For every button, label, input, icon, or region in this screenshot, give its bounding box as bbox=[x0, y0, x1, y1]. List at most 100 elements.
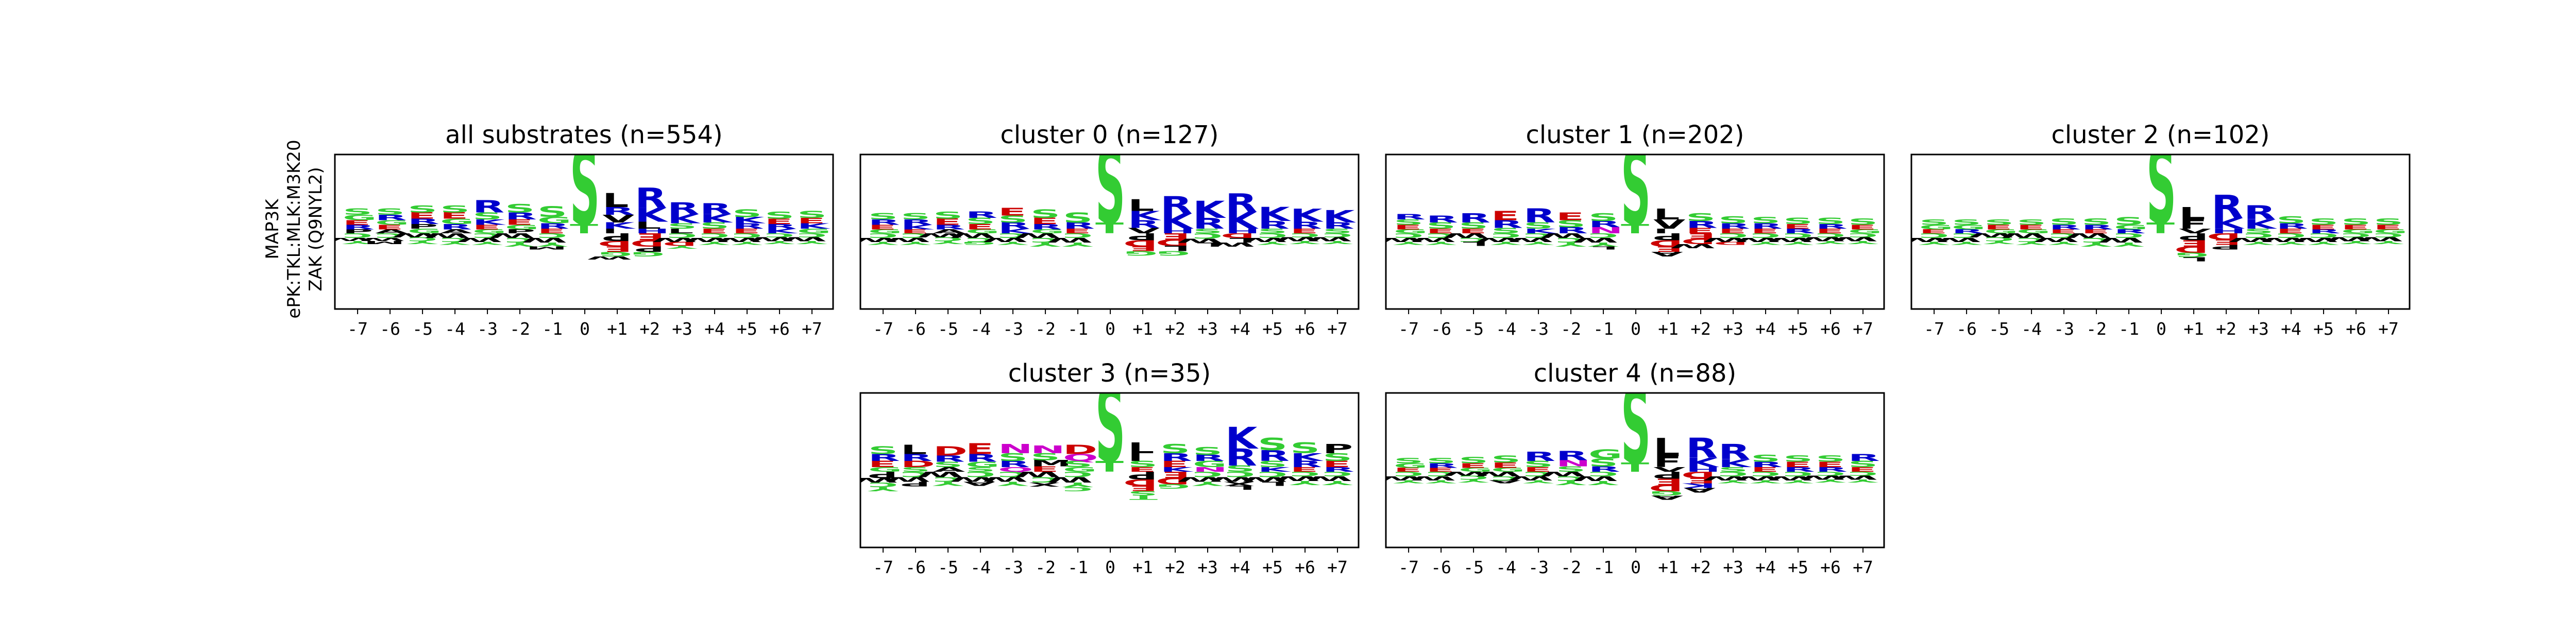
logo-letter-W: W bbox=[1832, 236, 1878, 242]
x-tick-label: +6 bbox=[1295, 557, 1315, 577]
logo-letter-R: R bbox=[343, 224, 375, 231]
logo-letter-R: R bbox=[1426, 462, 1458, 469]
x-tick-label: +3 bbox=[1197, 319, 1218, 339]
x-tick-label: +7 bbox=[1327, 319, 1348, 339]
logo-letter-Y: Y bbox=[2276, 241, 2307, 245]
logo-letter-Y: Y bbox=[2113, 241, 2145, 247]
logo-letter-E: E bbox=[1848, 466, 1876, 473]
logo-letter-C: C bbox=[1257, 232, 1287, 239]
x-tick-label: +1 bbox=[1132, 319, 1153, 339]
logo-letter-C: C bbox=[1984, 236, 2014, 242]
logo-letter-S: S bbox=[1816, 454, 1845, 464]
logo-letter-W: W bbox=[2065, 232, 2111, 239]
logo-letter-E: E bbox=[1426, 467, 1454, 473]
logo-letter-C: C bbox=[965, 470, 995, 479]
logo-letter-C: C bbox=[1783, 470, 1813, 477]
x-tick-label: -6 bbox=[1431, 557, 1451, 577]
logo-letter-W: W bbox=[1443, 470, 1488, 476]
logo-letter-G: G bbox=[408, 228, 442, 235]
logo-letter-C: C bbox=[1062, 486, 1093, 492]
logo-letter-E: E bbox=[1655, 245, 1683, 253]
logo-letter-K: K bbox=[2211, 215, 2245, 232]
logo-letter-Y: Y bbox=[1783, 241, 1814, 245]
x-tick-label: -6 bbox=[905, 557, 926, 577]
x-tick-label: -3 bbox=[1003, 557, 1023, 577]
logo-letter-Y: Y bbox=[1523, 479, 1554, 484]
x-tick-label: +7 bbox=[1853, 557, 1873, 577]
x-tick-label: -7 bbox=[873, 557, 893, 577]
logo-letter-S: S bbox=[1160, 442, 1190, 457]
logo-letter-K: K bbox=[765, 228, 799, 235]
logo-letter-S: S bbox=[868, 212, 898, 221]
logo-letter-S: S bbox=[1588, 211, 1618, 224]
logo-letter-E: E bbox=[1556, 210, 1584, 222]
logo-letter-R: R bbox=[2114, 229, 2146, 235]
x-tick-label: +7 bbox=[1327, 557, 1348, 577]
logo-letter-W: W bbox=[716, 236, 762, 243]
logo-letter-S: S bbox=[570, 126, 600, 249]
logo-letter-W: W bbox=[1572, 475, 1618, 482]
x-tick-label: +6 bbox=[1820, 557, 1841, 577]
logo-letter-D: D bbox=[1649, 238, 1683, 248]
panel-title: cluster 3 (n=35) bbox=[1008, 359, 1211, 388]
logo-letter-R: R bbox=[1290, 459, 1322, 469]
x-tick-label: +4 bbox=[1230, 319, 1250, 339]
logo-letter-E: E bbox=[868, 459, 896, 469]
logo-letter-C: C bbox=[732, 232, 762, 239]
logo-letter-R: R bbox=[1225, 444, 1257, 471]
logo-letter-S: S bbox=[1193, 445, 1223, 457]
logo-letter-G: G bbox=[375, 219, 409, 226]
x-tick-label: +2 bbox=[2216, 319, 2236, 339]
logo-letter-W: W bbox=[651, 236, 697, 243]
logo-letter-Y: Y bbox=[1257, 241, 1288, 245]
logo-letter-G: G bbox=[505, 224, 539, 231]
logo-letter-R: R bbox=[1290, 220, 1322, 231]
logo-letter-G: G bbox=[1649, 490, 1683, 497]
logo-letter-G: G bbox=[537, 215, 571, 225]
logo-letter-Y: Y bbox=[439, 241, 470, 245]
x-tick-label: -6 bbox=[1956, 319, 1977, 339]
logo-letter-Y: Y bbox=[867, 486, 899, 492]
logo-letter-E: E bbox=[408, 211, 436, 220]
logo-letter-C: C bbox=[796, 232, 827, 238]
logo-letter-R: R bbox=[1686, 219, 1718, 230]
logo-letter-W: W bbox=[2293, 236, 2338, 243]
x-tick-label: +4 bbox=[704, 319, 725, 339]
logo-letter-W: W bbox=[456, 236, 502, 243]
logo-letter-C: C bbox=[933, 236, 963, 242]
logo-letter-C: C bbox=[868, 232, 898, 239]
logo-letter-K: K bbox=[1290, 205, 1324, 226]
logo-letter-G: G bbox=[472, 229, 506, 235]
logo-letter-Y: Y bbox=[1984, 240, 2014, 245]
logo-letter-G: G bbox=[1848, 229, 1882, 235]
logo-letter-R: R bbox=[1160, 192, 1192, 219]
logo-letter-Y: Y bbox=[1587, 241, 1619, 247]
logo-letter-G: G bbox=[598, 250, 632, 258]
logo-letter-L: L bbox=[1229, 236, 1255, 244]
logo-letter-E: E bbox=[1491, 461, 1519, 470]
logo-letter-Y: Y bbox=[1393, 241, 1424, 245]
logo-letter-E: E bbox=[343, 219, 371, 226]
logo-letter-M: M bbox=[526, 245, 567, 250]
x-tick-label: -1 bbox=[2119, 319, 2139, 339]
logo-letter-H: H bbox=[635, 228, 669, 235]
logo-letter-G: G bbox=[631, 250, 665, 258]
logo-letter-G: G bbox=[1952, 224, 1986, 231]
x-tick-label: -3 bbox=[1528, 557, 1549, 577]
logo-letter-E: E bbox=[636, 231, 665, 243]
logo-letter-A: A bbox=[933, 466, 965, 473]
logo-letter-Q: Q bbox=[1063, 452, 1098, 464]
logo-letter-R: R bbox=[1394, 213, 1426, 221]
logo-letter-C: C bbox=[1588, 232, 1618, 239]
logo-letter-C: C bbox=[1718, 470, 1748, 477]
logo-letter-R: R bbox=[602, 205, 634, 217]
logo-letter-S: S bbox=[1686, 211, 1716, 224]
logo-letter-Y: Y bbox=[1289, 479, 1321, 486]
logo-letter-W: W bbox=[521, 236, 567, 244]
logo-letter-C: C bbox=[1393, 470, 1423, 477]
logo-letter-Q: Q bbox=[998, 466, 1033, 473]
logo-letter-R: R bbox=[375, 213, 407, 222]
logo-letter-C: C bbox=[2341, 232, 2371, 238]
logo-letter-Y: Y bbox=[1426, 479, 1456, 484]
logo-letter-Y: Y bbox=[1848, 240, 1878, 245]
